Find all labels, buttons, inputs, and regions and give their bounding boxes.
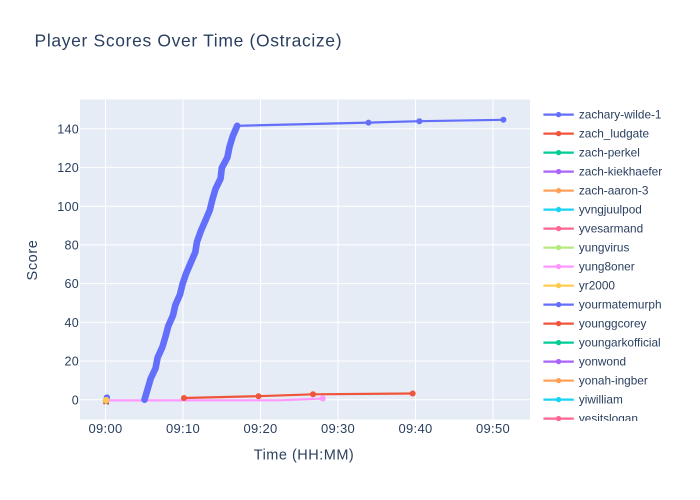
svg-text:Player Scores Over Time (Ostra: Player Scores Over Time (Ostracize): [35, 31, 343, 51]
svg-text:yourmatemurph: yourmatemurph: [579, 298, 662, 312]
svg-text:20: 20: [64, 355, 79, 369]
svg-text:youngarkofficial: youngarkofficial: [579, 336, 661, 350]
svg-text:120: 120: [57, 161, 79, 175]
svg-text:yvngjuulpod: yvngjuulpod: [579, 203, 642, 217]
svg-text:yiwilliam: yiwilliam: [579, 393, 623, 407]
svg-text:09:10: 09:10: [166, 421, 200, 436]
svg-text:09:50: 09:50: [476, 421, 510, 436]
svg-text:yr2000: yr2000: [579, 279, 616, 293]
svg-text:0: 0: [72, 393, 79, 407]
svg-text:yvesarmand: yvesarmand: [579, 222, 643, 236]
svg-text:younggcorey: younggcorey: [579, 317, 647, 331]
svg-text:zachary-wilde-1: zachary-wilde-1: [579, 108, 662, 122]
svg-text:yesitslogan: yesitslogan: [579, 412, 638, 426]
svg-text:09:00: 09:00: [88, 421, 122, 436]
svg-text:80: 80: [64, 239, 79, 253]
svg-text:60: 60: [64, 277, 79, 291]
svg-text:yung8oner: yung8oner: [579, 260, 635, 274]
svg-text:09:40: 09:40: [398, 421, 432, 436]
svg-text:100: 100: [57, 200, 79, 214]
svg-text:40: 40: [64, 316, 79, 330]
svg-text:yonah-ingber: yonah-ingber: [579, 374, 648, 388]
svg-text:zach-perkel: zach-perkel: [579, 146, 640, 160]
svg-text:140: 140: [57, 122, 79, 136]
svg-text:zach_ludgate: zach_ludgate: [579, 127, 650, 141]
svg-text:Time (HH:MM): Time (HH:MM): [254, 447, 355, 463]
svg-text:09:20: 09:20: [243, 421, 277, 436]
svg-text:Score: Score: [25, 240, 41, 281]
svg-text:zach-aaron-3: zach-aaron-3: [579, 184, 649, 198]
svg-text:09:30: 09:30: [321, 421, 355, 436]
svg-text:zach-kiekhaefer: zach-kiekhaefer: [579, 165, 662, 179]
svg-text:yonwond: yonwond: [579, 355, 626, 369]
svg-text:yungvirus: yungvirus: [579, 241, 630, 255]
